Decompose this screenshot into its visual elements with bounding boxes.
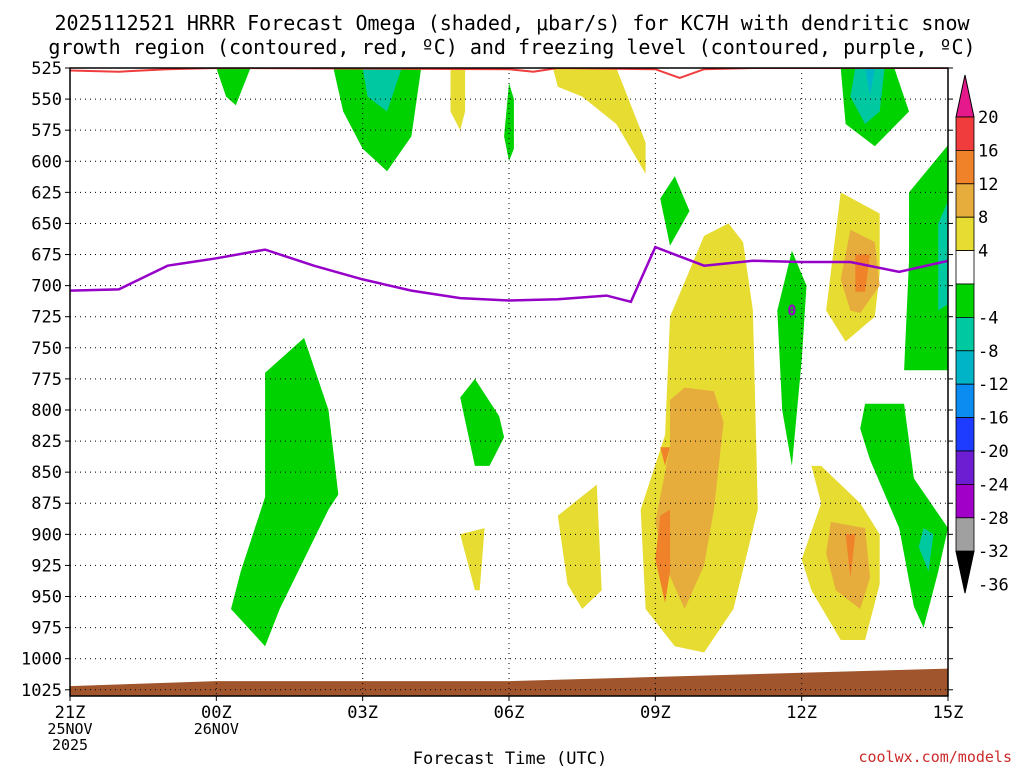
omega-region-2 [362,68,402,112]
colorbar-bin-2 [955,183,975,218]
y-tick-label-625: 625 [31,183,62,203]
omega-region-13 [860,403,948,628]
y-tick-label-750: 750 [31,339,62,359]
colorbar-bin-0 [955,116,975,151]
plot-background [70,68,948,696]
x-tick-label-1-1: 26NOV [194,720,239,738]
y-tick-label-800: 800 [31,401,62,421]
y-tick-label-1025: 1025 [21,681,62,701]
x-axis-label: Forecast Time (UTC) [413,749,607,768]
x-tick-label-1-0: 00Z [201,703,232,723]
colorbar-label-1: 16 [978,141,998,161]
y-tick-label-650: 650 [31,214,62,234]
y-tick-label-825: 825 [31,432,62,452]
colorbar-label-2: 12 [978,175,998,195]
y-tick-label-525: 525 [31,59,62,79]
omega-region-25 [557,484,602,609]
omega-region-23 [660,447,670,466]
colorbar-bottom-arrow [955,550,975,594]
terrain-fill [70,668,948,696]
colorbar: 20 16 12 8 4 -4 -8 -12 -16 -20 -24 -28 -32 -36 [955,74,1009,596]
colorbar-label-10: -24 [978,475,1009,495]
colorbar-label-6: -8 [978,342,998,362]
colorbar-bin-10 [955,450,975,485]
y-tick-label-950: 950 [31,588,62,608]
colorbar-bin-5 [955,283,975,318]
colorbar-label-13: -36 [978,576,1009,596]
omega-region-14 [918,528,934,572]
title-block: 2025112521 HRRR Forecast Omega (shaded, … [48,11,975,59]
y-tick-label-675: 675 [31,246,62,266]
colorbar-label-7: -12 [978,375,1009,395]
omega-region-15 [450,68,466,131]
omega-region-12 [460,378,505,466]
y-axis: 525 550 575 600 625 650 675 700 725 750 775 800 825 8… [21,59,953,701]
colorbar-label-11: -28 [978,509,1009,529]
omega-region-10 [938,201,948,311]
colorbar-bin-7 [955,350,975,385]
colorbar-label-4: 4 [978,242,988,262]
omega-region-4 [660,176,690,246]
colorbar-bin-1 [955,149,975,185]
omega-region-9 [904,145,948,371]
colorbar-top-arrow [955,74,975,118]
x-tick-label-5-0: 12Z [786,703,817,723]
x-tick-label-4-0: 09Z [640,703,671,723]
omega-region-7 [850,68,885,124]
plot-area: 0 [69,67,949,697]
x-tick-label-2-0: 03Z [347,703,378,723]
colorbar-bin-12 [955,517,975,552]
colorbar-label-9: -20 [978,442,1009,462]
y-tick-label-775: 775 [31,370,62,390]
freezing-level-contour-label: 0 [787,301,796,319]
y-tick-label-600: 600 [31,152,62,172]
chart-title-line-2: growth region (contoured, red, ºC) and f… [48,35,975,59]
chart-title-line-1: 2025112521 HRRR Forecast Omega (shaded, … [54,11,970,35]
colorbar-bin-3 [955,216,975,251]
colorbar-label-3: 8 [978,208,988,228]
y-tick-label-900: 900 [31,525,62,545]
colorbar-bin-4 [955,250,975,285]
y-tick-label-850: 850 [31,463,62,483]
plot-clip-group: 0 [70,68,948,696]
colorbar-bin-9 [955,417,975,452]
omega-region-8 [865,68,875,96]
y-tick-label-875: 875 [31,494,62,514]
dgz-contour-line [70,68,948,79]
x-tick-label-6-0: 15Z [933,703,964,723]
omega-region-0 [216,68,251,106]
colorbar-label-5: -4 [978,308,998,328]
y-tick-label-700: 700 [31,277,62,297]
omega-region-22 [655,509,670,603]
x-tick-label-0-2: 2025 [52,736,88,754]
omega-region-28 [845,534,856,578]
freezing-level-line [70,245,948,304]
y-tick-label-575: 575 [31,121,62,141]
colorbar-label-0: 20 [978,108,998,128]
omega-region-3 [504,82,514,162]
y-tick-label-1000: 1000 [21,650,62,670]
omega-region-16 [552,68,646,174]
omega-region-21 [655,387,724,609]
colorbar-bin-8 [955,383,975,419]
omega-region-5 [777,250,807,466]
colorbar-label-8: -16 [978,409,1009,429]
x-tick-label-0-1: 25NOV [47,720,92,738]
credit-label: coolwx.com/models [858,748,1012,766]
y-tick-label-725: 725 [31,308,62,328]
omega-region-24 [460,528,485,591]
colorbar-label-12: -32 [978,542,1009,562]
y-tick-label-925: 925 [31,556,62,576]
omega-region-1 [333,68,422,172]
omega-region-27 [826,521,870,609]
y-tick-label-550: 550 [31,90,62,110]
x-tick-label-3-0: 06Z [494,703,525,723]
omega-region-11 [231,337,339,647]
colorbar-bin-6 [955,316,975,352]
colorbar-bin-11 [955,483,975,519]
x-tick-label-0-0: 21Z [55,703,86,723]
y-tick-label-975: 975 [31,619,62,639]
